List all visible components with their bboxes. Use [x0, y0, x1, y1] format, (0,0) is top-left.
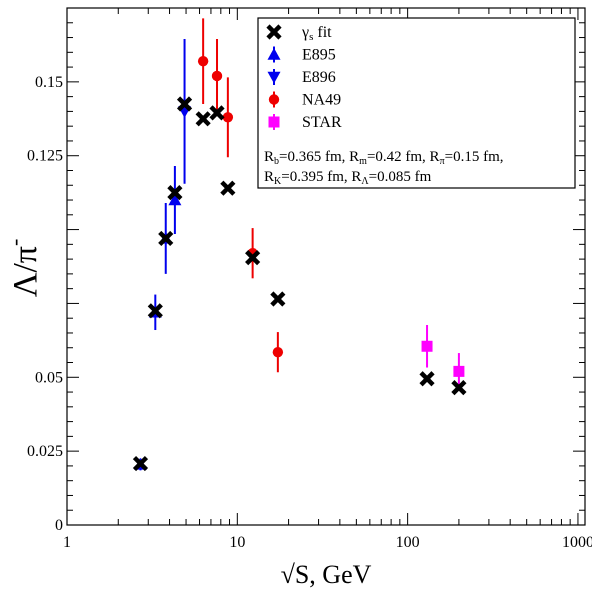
- series-star: [421, 324, 465, 390]
- data-point: [222, 112, 234, 123]
- y-axis-title-main: Λ/π: [7, 246, 44, 297]
- data-point: [197, 55, 209, 67]
- x-tick-label: 10: [229, 534, 245, 551]
- data-point: [167, 185, 183, 201]
- legend-item: E896: [267, 69, 336, 86]
- plot-frame: [66, 7, 586, 526]
- y-tick-label: 0.025: [27, 443, 63, 460]
- series-na49: [197, 18, 284, 373]
- x-tick-label: 1: [63, 534, 71, 551]
- data-point: [147, 303, 163, 319]
- legend-item: γs fit: [266, 24, 332, 43]
- legend-marker: [267, 48, 281, 60]
- data-point: [158, 230, 174, 247]
- minor-ticks: [67, 8, 585, 525]
- legend-items: γs fit E895 E896 NA49 STAR: [266, 24, 342, 131]
- data-point: [132, 455, 149, 472]
- y-tick-label: 0: [55, 517, 63, 534]
- data-point: [209, 105, 225, 121]
- annotation-line-1: Rb=0.365 fm, Rm=0.42 fm, Rπ=0.15 fm,: [264, 149, 504, 167]
- legend-label: E895: [302, 47, 336, 64]
- data-point: [453, 365, 465, 377]
- y-tick-label: 0.15: [35, 74, 63, 91]
- x-axis-title: √S, GeV: [281, 560, 372, 589]
- y-tick-label: 0.05: [35, 369, 63, 386]
- legend-marker: [268, 94, 280, 105]
- data-point: [270, 291, 286, 307]
- y-axis-title-sup: -: [2, 239, 27, 246]
- legend-marker: [266, 24, 282, 40]
- data-point: [272, 346, 284, 358]
- series-e895: [133, 166, 182, 471]
- legend: γs fit E895 E896 NA49 STAR Rb=0.365 fm, Rm=0…: [257, 17, 576, 189]
- legend-label: γs fit: [301, 24, 332, 43]
- tick-labels: 0 0.025 0.05 0.125 0.15 1 10 100 1000: [27, 74, 592, 551]
- x-tick-label: 100: [396, 534, 420, 551]
- legend-item: STAR: [268, 114, 342, 131]
- data-point: [419, 371, 435, 387]
- annotation-line-2: RK=0.395 fm, RΛ=0.085 fm: [264, 169, 432, 187]
- series--s-fit: [132, 96, 467, 472]
- data-point: [176, 96, 193, 112]
- legend-marker: [268, 116, 280, 128]
- data-point: [211, 70, 223, 82]
- legend-box: [257, 17, 576, 189]
- legend-marker: [267, 71, 281, 84]
- legend-label: NA49: [302, 92, 341, 109]
- data-point: [245, 250, 261, 266]
- legend-item: NA49: [268, 91, 341, 109]
- y-tick-label: 0.125: [27, 148, 63, 165]
- data-point: [168, 193, 182, 206]
- data-point: [220, 180, 236, 196]
- data-point: [451, 380, 467, 396]
- data-point: [421, 340, 433, 352]
- legend-label: E896: [302, 69, 336, 86]
- data-point: [195, 111, 211, 127]
- legend-label: STAR: [302, 114, 342, 131]
- legend-item: E895: [267, 46, 336, 64]
- y-axis-title: Λ/π-: [2, 239, 44, 298]
- series-layer: [132, 18, 467, 472]
- x-tick-label: 1000: [562, 534, 592, 551]
